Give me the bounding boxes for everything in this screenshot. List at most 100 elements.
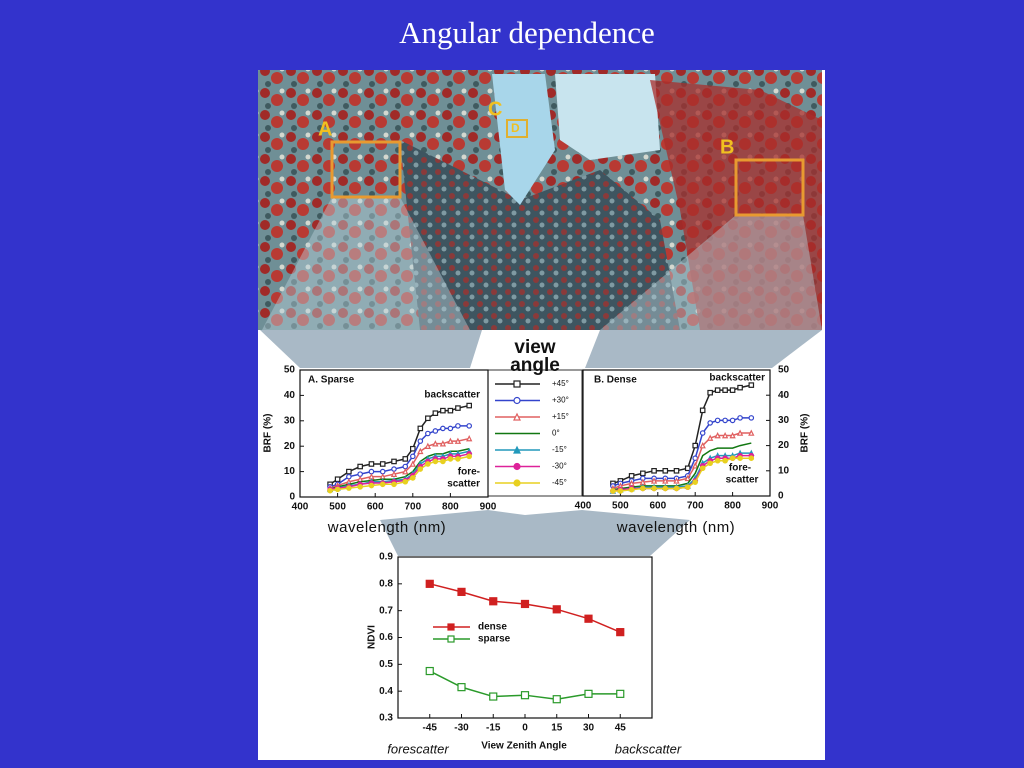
legend-marker	[447, 623, 455, 631]
site-box-d	[506, 119, 528, 138]
annotation: backscatter	[709, 373, 765, 384]
marker	[410, 445, 416, 452]
marker	[466, 423, 473, 429]
marker	[706, 434, 714, 441]
marker	[692, 479, 699, 485]
marker	[673, 477, 680, 484]
x-tick-label: 500	[612, 501, 629, 512]
series-line	[612, 432, 752, 490]
x-tick-label: 400	[575, 501, 592, 512]
marker	[368, 482, 375, 489]
x-tick-label: 15	[551, 723, 563, 734]
y-tick-label: 40	[284, 390, 296, 401]
forest-area	[400, 140, 680, 330]
marker	[425, 461, 431, 467]
annotation: backscatter	[615, 741, 682, 756]
marker	[584, 614, 593, 623]
marker	[699, 430, 706, 436]
marker	[447, 456, 454, 462]
y-tick-label: 20	[284, 441, 296, 452]
marker	[466, 402, 473, 409]
y-tick-label: 40	[778, 390, 790, 401]
y-tick-label: 50	[778, 365, 790, 376]
y-tick-label: 30	[778, 415, 790, 426]
marker	[520, 691, 530, 700]
series-line	[612, 457, 752, 492]
marker	[390, 470, 398, 477]
marker	[722, 417, 728, 424]
x-tick-label: 700	[687, 501, 704, 512]
marker	[440, 425, 446, 432]
funnel-b	[585, 330, 822, 368]
y-tick-label: 0.3	[379, 713, 393, 724]
marker	[368, 461, 375, 467]
marker	[628, 486, 635, 493]
marker	[327, 487, 333, 494]
y-tick-label: 0	[778, 491, 784, 502]
x-tick-label: 900	[480, 502, 497, 513]
x-tick-label: 600	[367, 502, 384, 513]
x-axis-title: wavelength (nm)	[616, 519, 735, 536]
marker	[440, 407, 446, 414]
marker	[662, 477, 669, 484]
marker	[610, 488, 616, 494]
marker	[432, 410, 439, 416]
series-line	[329, 453, 470, 491]
marker	[457, 587, 466, 596]
photo-label: B	[720, 136, 734, 158]
marker	[447, 425, 454, 432]
y-axis-title: NDVI	[367, 625, 378, 649]
marker	[628, 473, 635, 479]
aerial-photo: A B C D	[258, 70, 822, 330]
annotation: forescatter	[387, 741, 449, 756]
site-box-b	[734, 158, 805, 217]
marker	[417, 466, 424, 472]
y-tick-label: 10	[284, 466, 296, 477]
x-tick-label: -45	[423, 723, 438, 734]
legend-marker	[513, 462, 521, 471]
marker	[707, 389, 713, 396]
view-cone-a	[262, 197, 470, 330]
marker	[662, 468, 669, 474]
marker	[651, 485, 657, 492]
marker	[707, 460, 713, 467]
marker	[447, 407, 454, 414]
site-box-a	[330, 140, 402, 199]
marker	[520, 599, 530, 609]
chart-title: B. Dense	[594, 375, 637, 386]
marker	[729, 387, 736, 393]
y-axis-title: BRF (%)	[263, 414, 274, 453]
marker	[425, 579, 434, 588]
x-tick-label: 500	[329, 502, 346, 513]
marker	[650, 477, 658, 484]
marker	[729, 431, 736, 439]
y-tick-label: 0.8	[379, 578, 393, 589]
slide-title: Angular dependence	[399, 15, 655, 50]
marker	[684, 465, 691, 472]
marker	[722, 387, 728, 393]
marker	[699, 465, 706, 472]
marker	[707, 420, 713, 426]
legend-label: 0°	[552, 429, 560, 438]
x-tick-label: 45	[615, 723, 627, 734]
annotation: scatter	[726, 475, 759, 486]
marker	[673, 485, 680, 492]
legend-title: view	[514, 337, 555, 358]
marker	[357, 484, 363, 490]
marker	[466, 453, 473, 460]
series-line	[329, 455, 470, 492]
marker	[684, 474, 691, 482]
marker	[714, 417, 721, 424]
x-tick-label: 30	[583, 723, 595, 734]
marker	[699, 442, 706, 449]
marker	[722, 457, 728, 464]
legend-label: -15°	[552, 445, 567, 454]
series-line	[329, 404, 470, 485]
series-line	[329, 437, 470, 489]
marker	[424, 442, 432, 449]
marker	[425, 415, 431, 422]
x-tick-label: 400	[292, 502, 309, 513]
series-line	[612, 384, 752, 485]
marker	[440, 458, 446, 465]
